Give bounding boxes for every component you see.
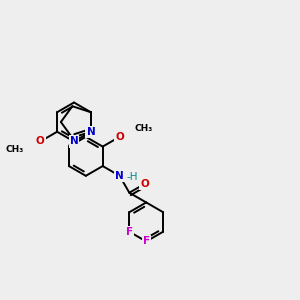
Text: F: F (126, 227, 133, 237)
Text: -H: -H (127, 172, 138, 182)
Text: F: F (143, 236, 150, 247)
Text: CH₃: CH₃ (135, 124, 153, 133)
Text: CH₃: CH₃ (6, 145, 24, 154)
Text: N: N (86, 127, 95, 137)
Text: N: N (86, 127, 95, 137)
Text: O: O (115, 132, 124, 142)
Text: O: O (36, 136, 45, 146)
Text: N: N (115, 171, 124, 181)
Text: O: O (140, 179, 149, 189)
Text: N: N (70, 136, 78, 146)
